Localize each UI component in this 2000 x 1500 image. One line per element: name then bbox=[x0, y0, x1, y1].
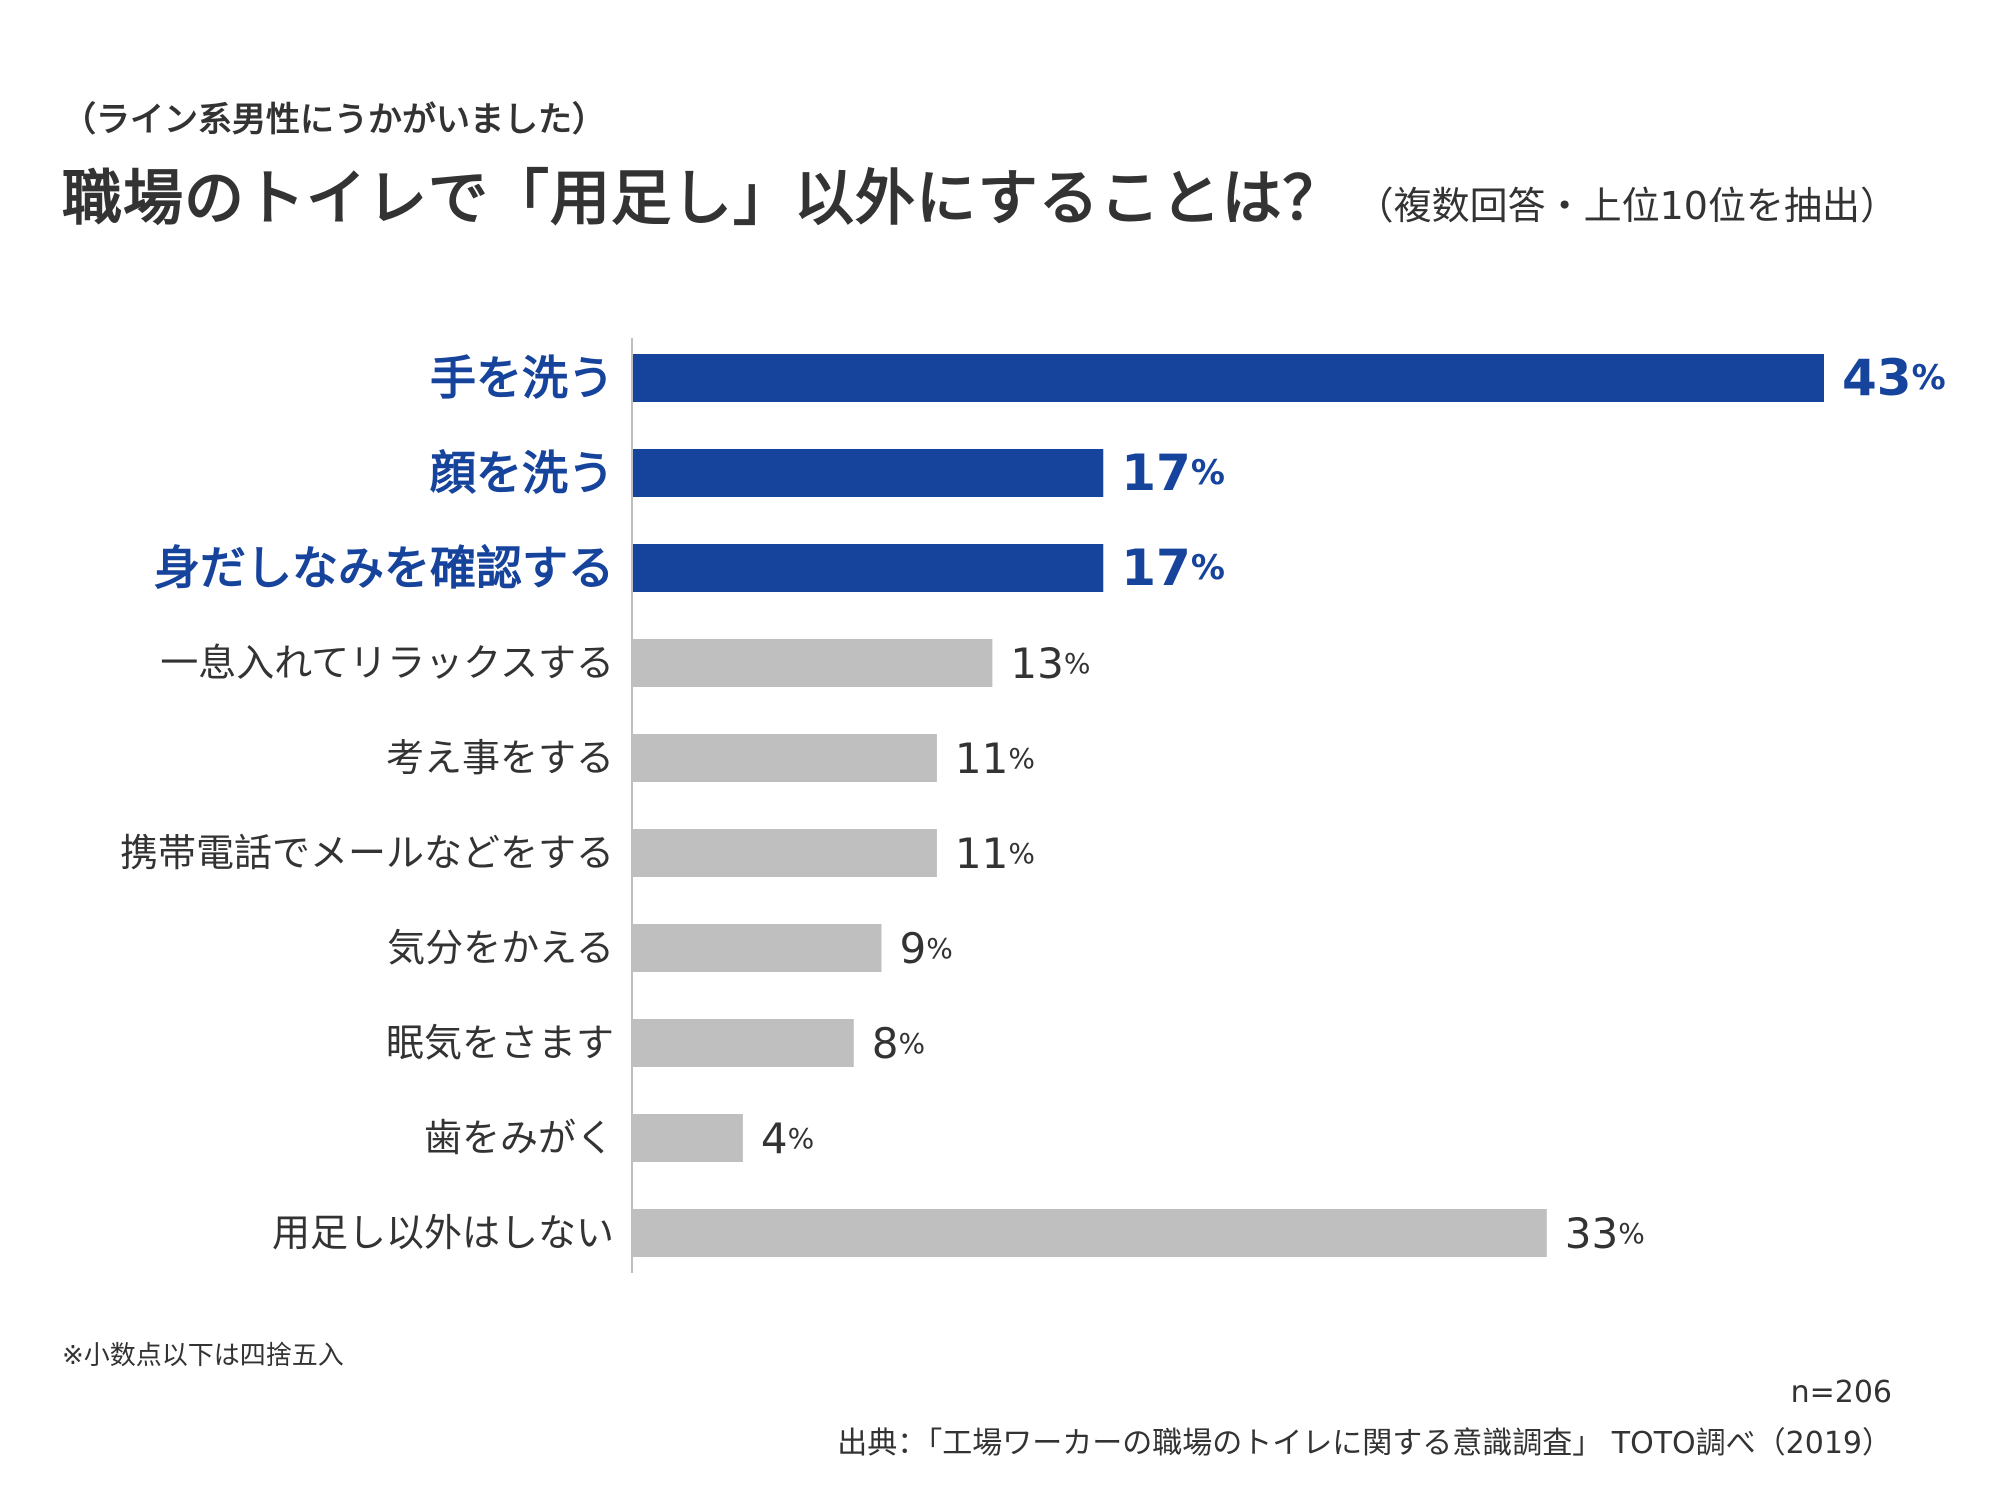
bar-4 bbox=[632, 734, 937, 782]
bar-2 bbox=[632, 544, 1104, 592]
value-label-8: 4% bbox=[761, 1114, 814, 1163]
category-label-0: 手を洗う bbox=[430, 351, 614, 405]
value-label-2: 17% bbox=[1121, 539, 1225, 597]
value-label-5: 11% bbox=[955, 829, 1035, 878]
category-label-6: 気分をかえる bbox=[387, 926, 614, 970]
bar-chart: 手を洗う 43% 顔を洗う 17% 身だしなみを確認する 17% 一息入れてリラックスする 1… bbox=[120, 338, 1946, 1273]
bar-7 bbox=[632, 1019, 854, 1067]
bar-9 bbox=[632, 1209, 1547, 1257]
bar-1 bbox=[632, 449, 1104, 497]
bar-8 bbox=[632, 1114, 743, 1162]
source-citation: 出典：「工場ワーカーの職場のトイレに関する意識調査」 TOTO調べ（2019） bbox=[837, 1426, 1892, 1461]
category-label-9: 用足し以外はしない bbox=[272, 1211, 614, 1255]
value-label-3: 13% bbox=[1010, 639, 1090, 688]
bar-0 bbox=[632, 354, 1824, 402]
chart-subtitle: （ライン系男性にうかがいました） bbox=[62, 100, 606, 140]
category-label-1: 顔を洗う bbox=[430, 446, 614, 500]
sample-size: n=206 bbox=[1790, 1375, 1892, 1410]
value-label-9: 33% bbox=[1565, 1209, 1645, 1258]
value-label-0: 43% bbox=[1842, 349, 1946, 407]
value-label-4: 11% bbox=[955, 734, 1035, 783]
title-note: （複数回答・上位10位を抽出） bbox=[1355, 184, 1898, 228]
category-label-8: 歯をみがく bbox=[424, 1116, 614, 1160]
category-label-2: 身だしなみを確認する bbox=[154, 541, 614, 595]
value-label-1: 17% bbox=[1121, 444, 1225, 502]
category-label-7: 眠気をさます bbox=[386, 1021, 614, 1065]
bars-layer: 手を洗う 43% 顔を洗う 17% 身だしなみを確認する 17% 一息入れてリラックスする 1… bbox=[120, 349, 1946, 1258]
bar-5 bbox=[632, 829, 937, 877]
bar-6 bbox=[632, 924, 882, 972]
category-label-3: 一息入れてリラックスする bbox=[160, 641, 614, 685]
category-label-4: 考え事をする bbox=[386, 736, 614, 780]
bar-3 bbox=[632, 639, 993, 687]
title-row: 職場のトイレで「用足し」以外にすることは？ （複数回答・上位10位を抽出） bbox=[62, 150, 1898, 237]
footnote: ※小数点以下は四捨五入 bbox=[62, 1341, 344, 1371]
category-label-5: 携帯電話でメールなどをする bbox=[120, 831, 614, 875]
value-label-6: 9% bbox=[899, 924, 952, 973]
value-label-7: 8% bbox=[872, 1019, 925, 1068]
chart-title: 職場のトイレで「用足し」以外にすることは？ bbox=[62, 164, 1344, 234]
